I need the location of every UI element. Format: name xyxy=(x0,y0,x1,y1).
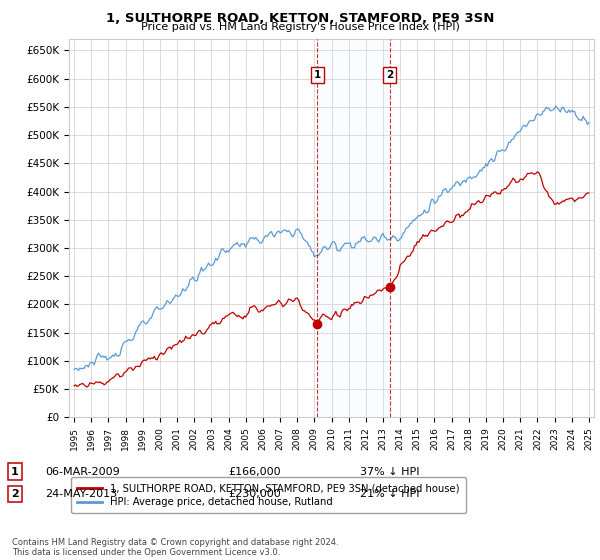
Bar xyxy=(317,39,389,417)
Text: 37% ↓ HPI: 37% ↓ HPI xyxy=(360,466,419,477)
Text: Price paid vs. HM Land Registry's House Price Index (HPI): Price paid vs. HM Land Registry's House … xyxy=(140,22,460,32)
Text: 06-MAR-2009: 06-MAR-2009 xyxy=(45,466,120,477)
Text: 1: 1 xyxy=(11,466,19,477)
Text: 21% ↓ HPI: 21% ↓ HPI xyxy=(360,489,419,499)
Text: Contains HM Land Registry data © Crown copyright and database right 2024.
This d: Contains HM Land Registry data © Crown c… xyxy=(12,538,338,557)
Text: £166,000: £166,000 xyxy=(228,466,281,477)
Text: 1: 1 xyxy=(314,70,321,80)
Text: 2: 2 xyxy=(386,70,393,80)
Legend: 1, SULTHORPE ROAD, KETTON, STAMFORD, PE9 3SN (detached house), HPI: Average pric: 1, SULTHORPE ROAD, KETTON, STAMFORD, PE9… xyxy=(71,477,466,513)
Text: 2: 2 xyxy=(11,489,19,499)
Text: £230,000: £230,000 xyxy=(228,489,281,499)
Text: 1, SULTHORPE ROAD, KETTON, STAMFORD, PE9 3SN: 1, SULTHORPE ROAD, KETTON, STAMFORD, PE9… xyxy=(106,12,494,25)
Text: 24-MAY-2013: 24-MAY-2013 xyxy=(45,489,117,499)
